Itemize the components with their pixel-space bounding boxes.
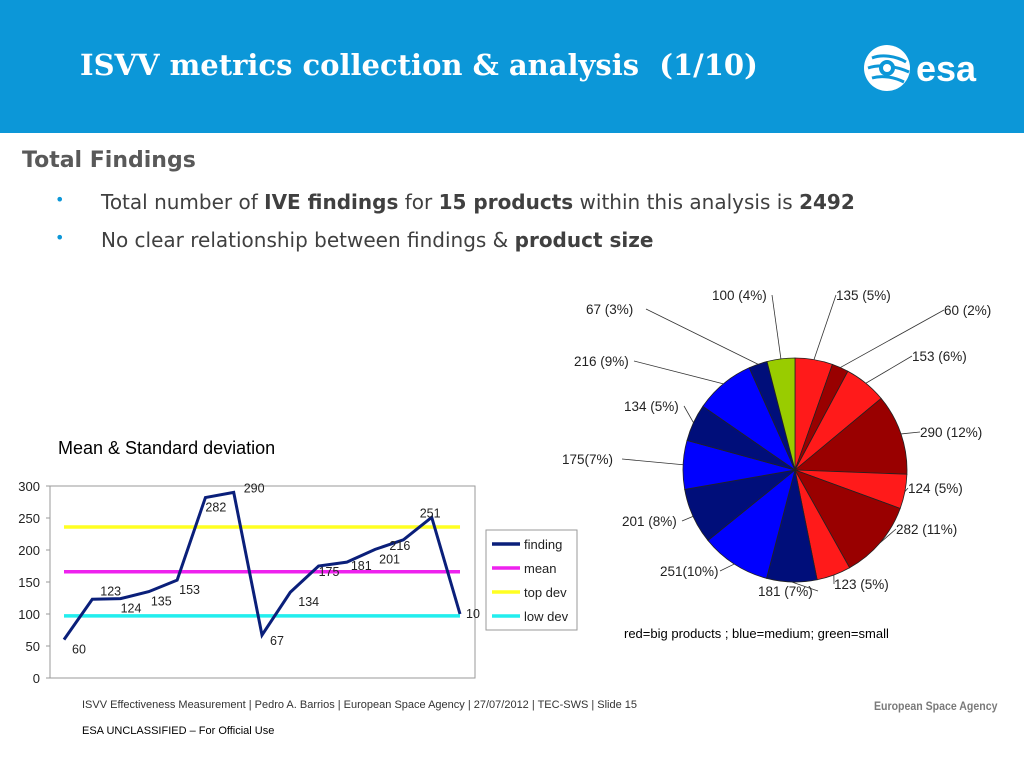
pie-caption: red=big products ; blue=medium; green=sm… (624, 626, 889, 641)
section-title: Total Findings (22, 148, 196, 173)
data-label: 123 (100, 584, 121, 598)
y-tick-label: 100 (18, 607, 40, 622)
data-label: 124 (121, 602, 142, 616)
legend-label: finding (524, 537, 562, 552)
bullet-icon: • (55, 228, 65, 247)
pie-label: 181 (7%) (758, 584, 813, 599)
pie-leader-line (840, 309, 945, 368)
pie-leader-line (865, 355, 913, 384)
pie-label: 60 (2%) (944, 303, 991, 318)
bullet-segment: Total number of (101, 190, 265, 214)
data-label: 153 (179, 583, 200, 597)
data-label: 67 (270, 634, 284, 648)
pie-leader-line (813, 294, 837, 360)
y-tick-label: 0 (33, 671, 40, 686)
pie-chart: 135 (5%) 60 (2%) 153 (6%) 290 (12%) 124 (5%)… (562, 288, 991, 599)
pie-leader-line (791, 581, 819, 592)
esa-logo-text: esa (916, 48, 977, 89)
bullet-segment: for (398, 190, 439, 214)
y-tick-label: 50 (26, 639, 40, 654)
data-label: 251 (420, 506, 441, 520)
pie-label: 123 (5%) (834, 577, 889, 592)
slide-title: ISVV metrics collection & analysis (1/10… (80, 48, 758, 82)
bullet-text: Total number of IVE findings for 15 prod… (101, 190, 855, 214)
pie-leader-line (879, 528, 897, 543)
y-tick-label: 300 (18, 479, 40, 494)
pie-leader-line (719, 563, 735, 572)
y-tick-label: 150 (18, 575, 40, 590)
pie-label: 153 (6%) (912, 349, 967, 364)
pie-leader-line (681, 516, 694, 522)
legend-label: top dev (524, 585, 567, 600)
legend-label: low dev (524, 609, 569, 624)
y-tick-label: 200 (18, 543, 40, 558)
pie-label: 201 (8%) (622, 514, 677, 529)
pie-label: 282 (11%) (896, 522, 957, 537)
y-tick-label: 250 (18, 511, 40, 526)
bullet-segment: within this analysis is (573, 190, 800, 214)
legend-box (485, 529, 578, 631)
pie-leader-line (633, 360, 724, 385)
pie-label: 67 (3%) (586, 302, 633, 317)
header-banner: ISVV metrics collection & analysis (1/10… (0, 0, 1024, 133)
pie-label: 124 (5%) (908, 481, 963, 496)
pie-leader-line (683, 405, 694, 423)
pie-label: 251(10%) (660, 564, 719, 579)
bullet-segment: No clear relationship between findings & (101, 228, 515, 252)
pie-leader-line (900, 431, 921, 435)
bullet-emphasis: 2492 (799, 190, 855, 214)
bullet-emphasis: IVE findings (264, 190, 399, 214)
footer-brand: European Space Agency (874, 699, 998, 713)
series-line-finding (62, 490, 462, 641)
plot-area (49, 485, 476, 679)
pie-leader-line (621, 458, 684, 466)
pie-leader-line (645, 308, 759, 365)
bullet-emphasis: 15 products (438, 190, 574, 214)
legend-label: mean (524, 561, 557, 576)
footer-text: ISVV Effectiveness Measurement | Pedro A… (82, 699, 638, 711)
data-label: 201 (379, 552, 400, 566)
data-label: 216 (389, 539, 410, 553)
bullet-emphasis: product size (514, 228, 654, 252)
pie-label: 216 (9%) (574, 354, 629, 369)
line-chart-title: Mean & Standard deviation (58, 438, 276, 458)
pie-leader-line (771, 294, 782, 359)
data-label: 134 (298, 595, 319, 609)
pie-label: 135 (5%) (836, 288, 891, 303)
esa-logo: esa (864, 45, 977, 91)
data-label: 60 (72, 643, 86, 657)
data-label: 135 (151, 595, 172, 609)
pie-slice (707, 468, 796, 579)
pie-leader-line (904, 487, 909, 492)
pie-label: 290 (12%) (920, 425, 982, 440)
data-label: 10 (466, 607, 480, 621)
bullet-icon: • (55, 190, 65, 209)
pie-label: 100 (4%) (712, 288, 767, 303)
pie-label: 134 (5%) (624, 399, 679, 414)
esa-globe-icon (864, 45, 910, 91)
bullet-text: No clear relationship between findings &… (101, 228, 653, 252)
classification-label: ESA UNCLASSIFIED – For Official Use (82, 725, 275, 737)
data-label: 175 (319, 565, 340, 579)
pie-label: 175(7%) (562, 452, 613, 467)
data-label: 282 (205, 501, 226, 515)
data-label: 181 (351, 559, 372, 573)
data-label: 290 (244, 481, 265, 495)
